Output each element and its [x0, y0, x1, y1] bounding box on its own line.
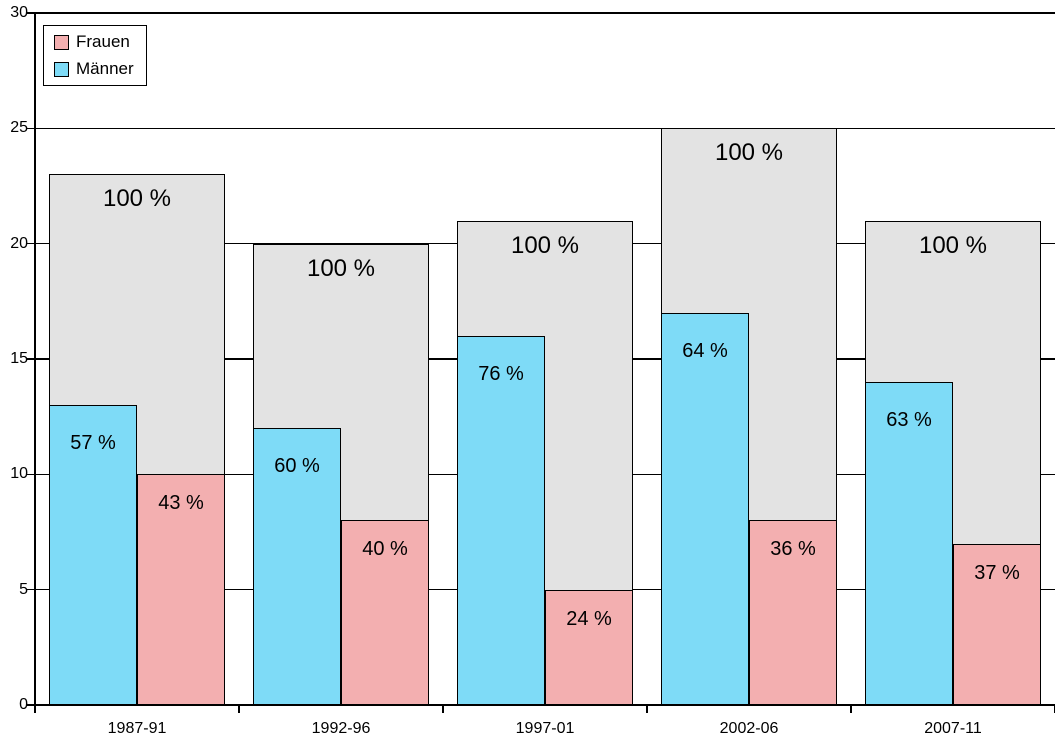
y-axis-label: 25	[10, 119, 28, 137]
bar-value-label: 100 %	[102, 185, 172, 213]
bar-frauen-2007-11: 37 %	[953, 543, 1041, 705]
legend-item-maenner: Männer	[54, 60, 134, 78]
frauen-color-swatch	[54, 34, 69, 50]
bar-value-label: 24 %	[566, 607, 612, 630]
bar-frauen-1987-91: 43 %	[137, 474, 225, 705]
y-gridline	[35, 127, 1055, 130]
bar-maenner-1997-01: 76 %	[457, 335, 545, 705]
x-axis-tick	[1053, 705, 1055, 713]
bar-value-label: 64 %	[682, 339, 728, 362]
bar-value-label: 100 %	[510, 231, 580, 259]
bar-value-label: 37 %	[974, 561, 1020, 584]
bar-frauen-1997-01: 24 %	[545, 589, 633, 705]
bar-maenner-2002-06: 64 %	[661, 312, 749, 705]
y-axis-tick	[27, 704, 35, 706]
bar-value-label: 63 %	[886, 409, 932, 432]
bar-value-label: 60 %	[274, 455, 320, 478]
x-axis-label: 1992-96	[311, 720, 371, 737]
bar-value-label: 36 %	[770, 538, 816, 561]
bar-maenner-2007-11: 63 %	[865, 382, 953, 705]
x-axis-tick	[646, 705, 648, 713]
y-axis-tick	[27, 473, 35, 476]
x-axis-line	[35, 704, 1055, 706]
bar-value-label: 57 %	[70, 432, 116, 455]
legend-label-maenner: Männer	[76, 59, 134, 78]
y-axis-tick	[27, 127, 35, 130]
y-axis-tick	[27, 588, 35, 591]
y-gridline	[35, 12, 1055, 14]
x-axis-tick	[238, 705, 240, 713]
y-axis-label: 10	[10, 465, 28, 483]
y-axis-line	[34, 12, 36, 706]
x-axis-label: 2002-06	[719, 720, 779, 737]
x-axis-tick	[850, 705, 852, 713]
x-axis-tick	[442, 705, 444, 713]
legend-item-frauen: Frauen	[54, 33, 134, 51]
legend-label-frauen: Frauen	[76, 32, 130, 51]
bar-maenner-1987-91: 57 %	[49, 405, 137, 705]
bar-frauen-1992-96: 40 %	[341, 520, 429, 705]
bar-frauen-2002-06: 36 %	[749, 520, 837, 705]
x-axis-label: 2007-11	[924, 720, 982, 737]
bar-value-label: 76 %	[478, 362, 524, 385]
maenner-color-swatch	[54, 61, 69, 77]
y-axis-tick	[27, 242, 35, 245]
bar-value-label: 100 %	[918, 231, 988, 259]
y-axis-tick	[27, 12, 35, 14]
bar-value-label: 100 %	[306, 254, 376, 282]
y-axis-label: 30	[10, 4, 28, 21]
bar-value-label: 40 %	[362, 538, 408, 561]
bar-maenner-1992-96: 60 %	[253, 428, 341, 705]
y-axis-label: 5	[19, 580, 28, 598]
x-axis-label: 1997-01	[515, 720, 575, 737]
bar-value-label: 100 %	[714, 139, 784, 167]
y-axis-label: 20	[10, 234, 28, 252]
bar-value-label: 43 %	[158, 492, 204, 515]
y-axis-tick	[27, 358, 35, 360]
x-axis-tick	[34, 705, 36, 713]
x-axis-label: 1987-91	[107, 720, 167, 737]
y-axis-label: 0	[19, 696, 28, 713]
legend: Frauen Männer	[43, 25, 147, 86]
y-axis-label: 15	[10, 350, 28, 367]
